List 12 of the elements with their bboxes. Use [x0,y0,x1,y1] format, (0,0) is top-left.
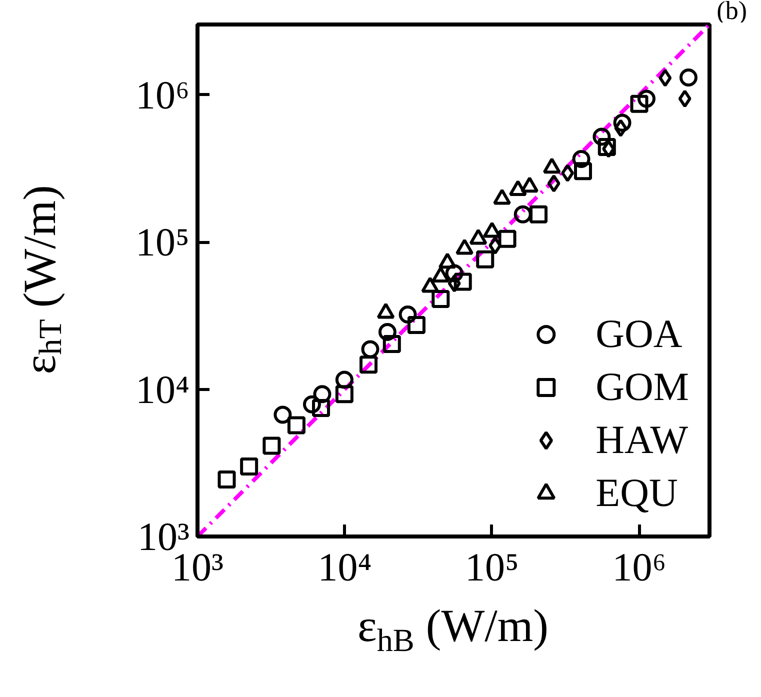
y-tick-label: 10⁶ [136,72,190,118]
x-axis-title: ε$_{hB}$ (W/m) [357,599,549,660]
legend-label: GOA [596,310,682,357]
legend-label: HAW [596,416,688,463]
x-tick-label: 10⁵ [465,544,519,590]
text: (b) [716,0,748,25]
legend-label: GOM [596,363,689,410]
x-tick-label: 10⁶ [612,544,666,590]
y-tick-label: 10⁴ [136,366,190,412]
x-tick-label: 10⁴ [318,544,372,590]
legend-label: EQU [596,469,678,516]
y-tick-label: 10⁵ [136,220,190,265]
